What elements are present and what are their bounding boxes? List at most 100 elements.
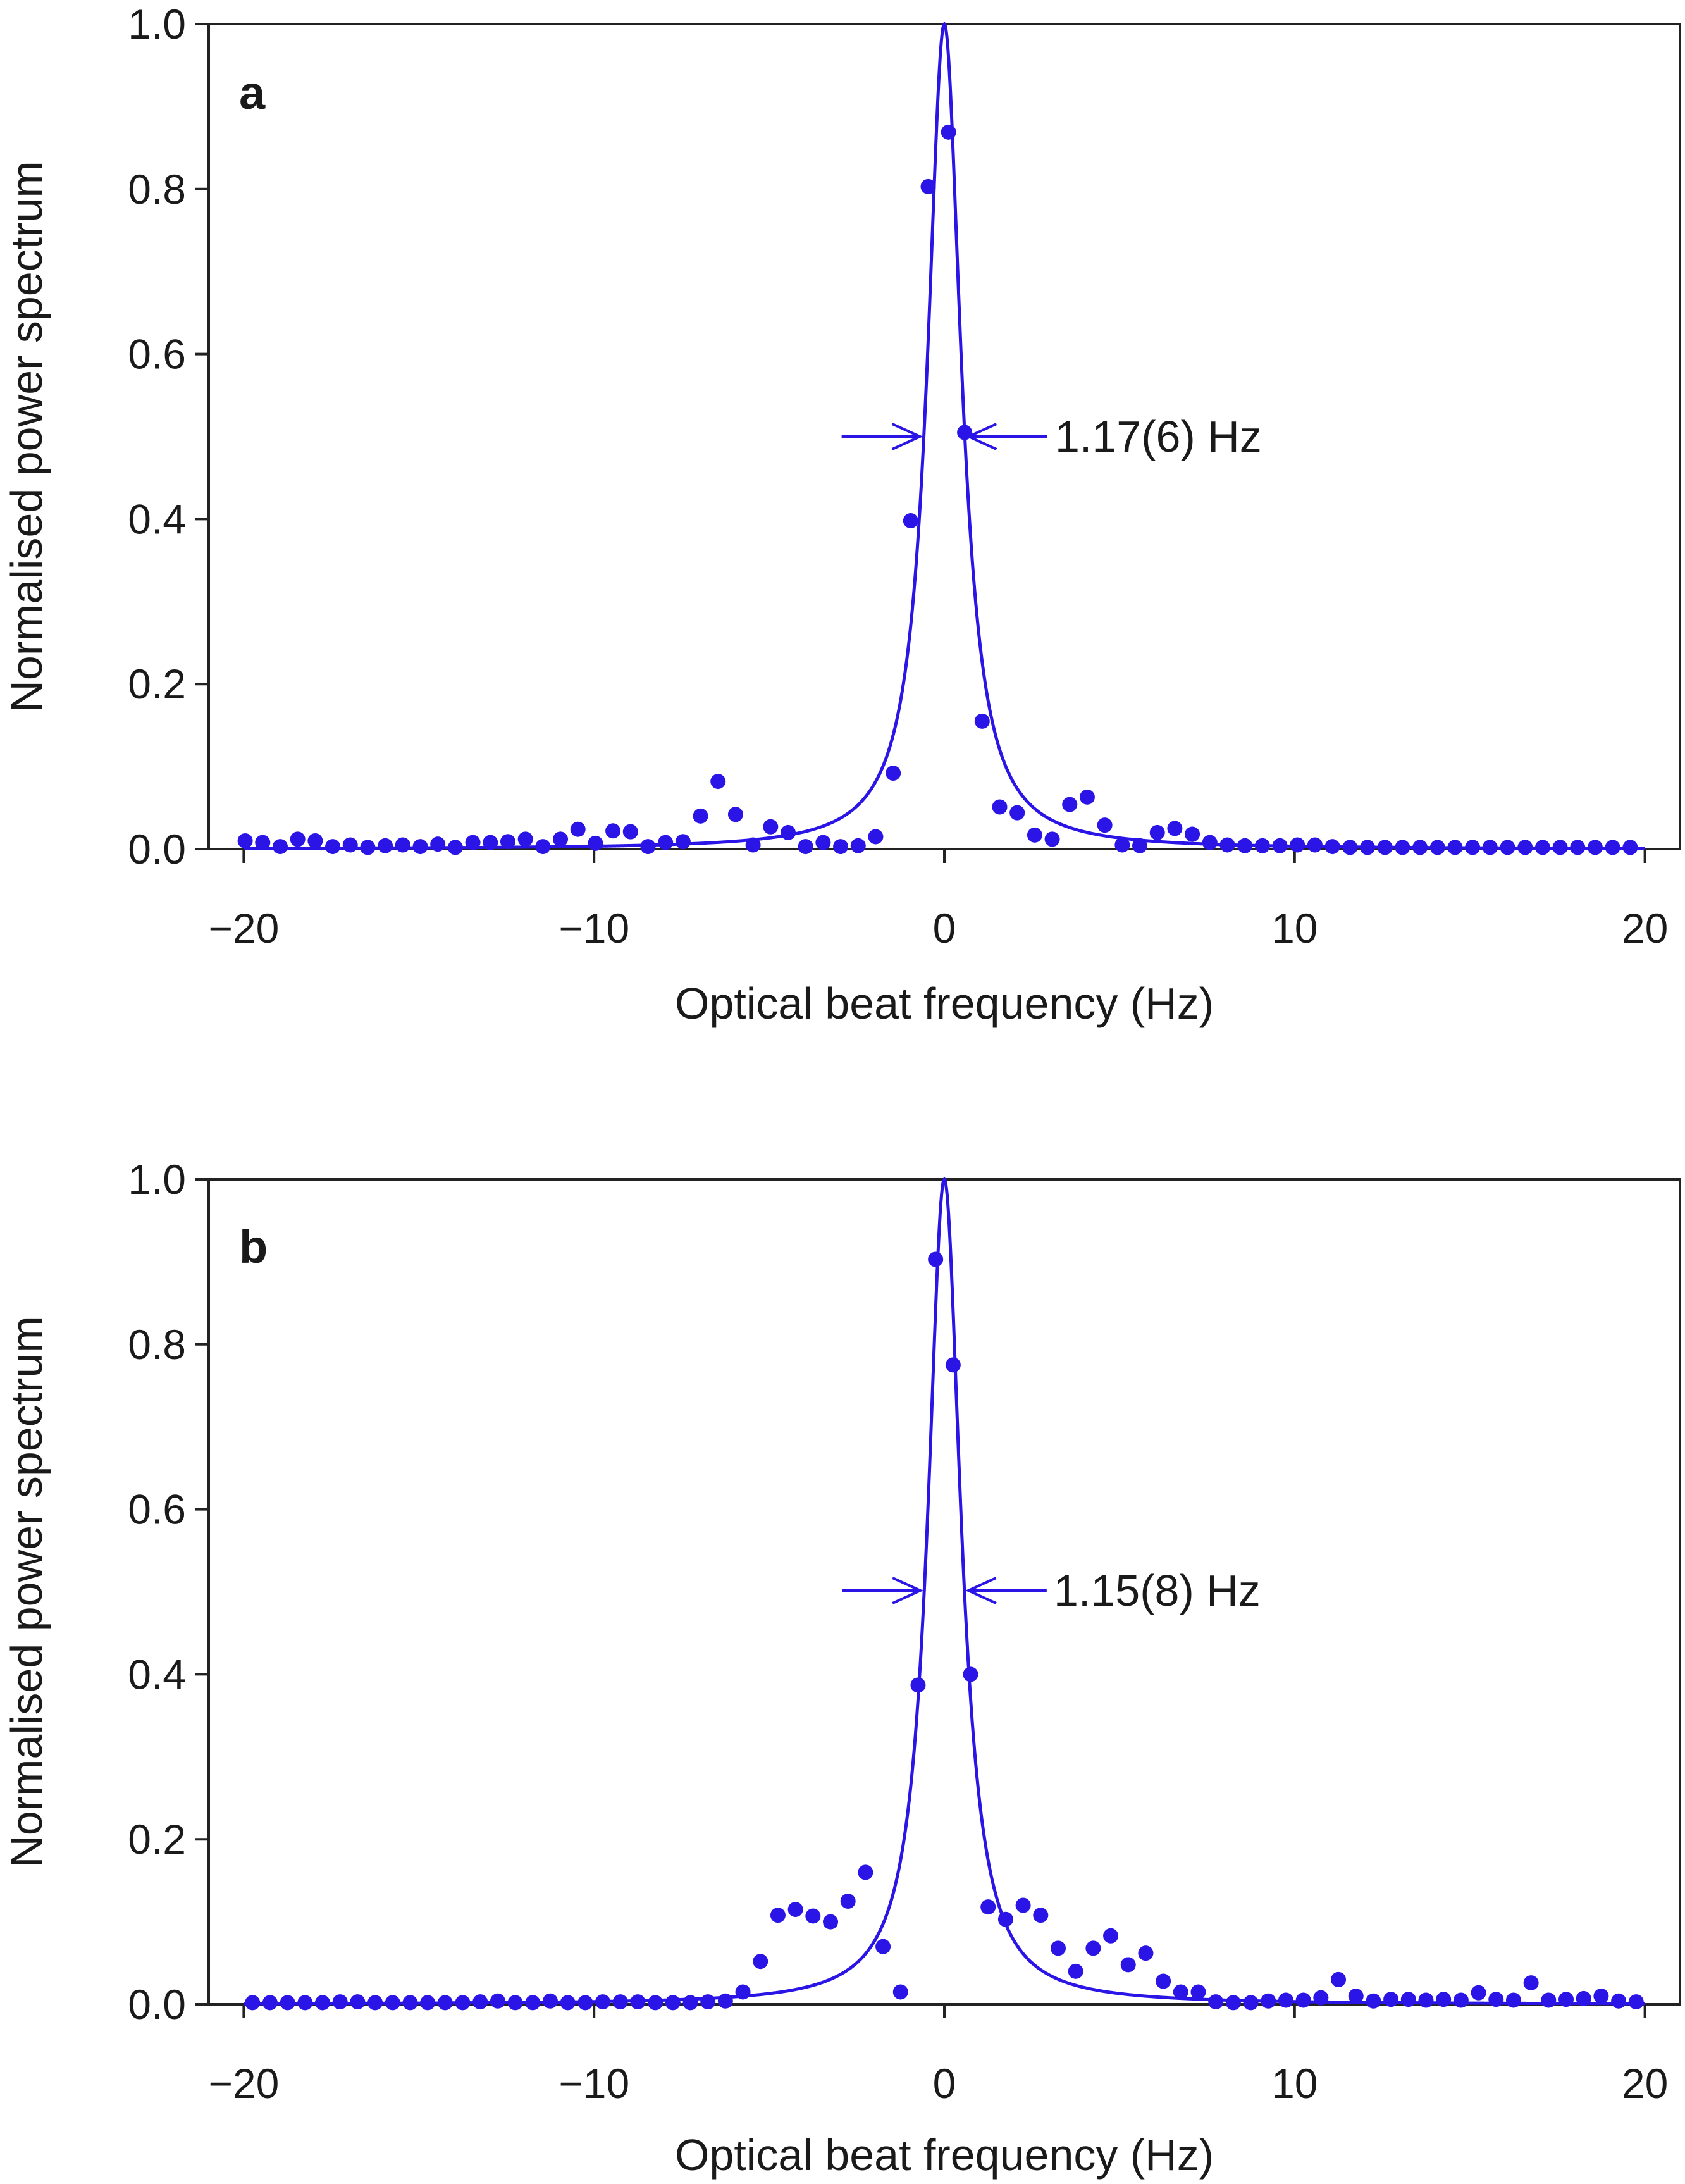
data-point: [1552, 840, 1568, 855]
y-tick-label: 1.0: [128, 1156, 186, 1203]
y-tick-label: 0.6: [128, 331, 186, 378]
data-point: [1085, 1940, 1101, 1956]
data-point: [245, 1995, 261, 2011]
data-point: [1436, 1992, 1452, 2007]
data-point: [1500, 840, 1515, 855]
data-point: [787, 1902, 803, 1918]
x-axis-label: Optical beat frequency (Hz): [675, 2130, 1214, 2180]
data-point: [622, 824, 638, 840]
data-point: [648, 1995, 664, 2011]
data-point: [1272, 838, 1288, 853]
data-point: [1132, 838, 1148, 853]
arrow-left-head: [892, 1577, 923, 1604]
data-point: [605, 823, 621, 839]
x-axis-label: Optical beat frequency (Hz): [675, 979, 1214, 1028]
data-point: [1429, 840, 1445, 855]
data-point: [1050, 1940, 1066, 1956]
data-point: [262, 1995, 278, 2011]
data-point: [378, 838, 393, 853]
x-tick-label: 20: [1622, 905, 1668, 952]
arrow-right-head: [965, 1577, 997, 1604]
data-point: [1418, 1992, 1434, 2008]
data-point: [1290, 837, 1305, 853]
data-point: [753, 1954, 768, 1970]
data-point: [1033, 1908, 1049, 1923]
data-point: [588, 835, 603, 851]
data-point: [1062, 797, 1078, 812]
x-tick-label: −20: [208, 905, 279, 952]
fwhm-arrows: [841, 423, 1047, 450]
chart-panel-a: a Optical beat frequency (Hz) Normalised…: [2, 1, 1681, 1028]
data-point: [850, 838, 866, 853]
data-point: [1342, 840, 1358, 855]
data-point: [1261, 1993, 1276, 2009]
data-point: [385, 1995, 400, 2011]
y-tick-label: 0.2: [128, 661, 186, 707]
data-point: [1324, 839, 1340, 855]
data-point: [1190, 1984, 1206, 2000]
data-point: [1517, 840, 1533, 855]
data-point: [1383, 1992, 1399, 2007]
data-point: [1622, 840, 1638, 855]
y-tick-label: 0.4: [128, 495, 186, 542]
y-axis-label: Normalised power spectrum: [2, 161, 51, 712]
data-point: [517, 831, 533, 847]
data-point: [507, 1995, 523, 2011]
data-point: [815, 835, 831, 850]
data-point: [823, 1914, 839, 1930]
data-point: [1015, 1897, 1031, 1913]
data-point: [1009, 805, 1025, 821]
data-point: [640, 839, 656, 855]
data-point: [1576, 1990, 1591, 2006]
y-tick-label: 0.8: [128, 166, 186, 213]
data-point: [420, 1995, 436, 2011]
data-point: [833, 839, 849, 855]
data-point: [941, 124, 956, 140]
data-point: [325, 839, 341, 855]
data-point: [920, 178, 936, 194]
data-point: [910, 1677, 926, 1693]
data-point: [1505, 1992, 1521, 2008]
data-point: [1587, 840, 1603, 855]
x-tick-label: −20: [208, 2060, 279, 2107]
data-point: [314, 1995, 330, 2011]
data-point: [1173, 1984, 1188, 2000]
data-point: [525, 1995, 541, 2011]
data-point: [437, 1995, 453, 2011]
data-point: [763, 819, 779, 835]
panel-label: b: [239, 1220, 268, 1273]
data-point: [974, 713, 990, 729]
data-point: [693, 808, 708, 824]
data-point: [577, 1995, 593, 2011]
data-point: [472, 1994, 488, 2010]
data-point: [1254, 838, 1270, 853]
data-point: [560, 1995, 576, 2011]
data-point: [1593, 1988, 1609, 2004]
data-point: [1611, 1993, 1627, 2009]
y-tick-label: 1.0: [128, 1, 186, 47]
data-point: [553, 831, 569, 847]
data-point: [255, 835, 271, 850]
data-point: [542, 1993, 558, 2009]
x-tick-label: −10: [559, 905, 629, 952]
panel-label: a: [239, 66, 266, 119]
arrow-left-head: [891, 423, 923, 450]
data-point: [1219, 837, 1235, 853]
arrow-right-head: [965, 423, 997, 450]
data-point: [992, 799, 1008, 815]
data-point: [903, 513, 918, 529]
data-point: [280, 1995, 295, 2011]
x-tick-label: 0: [933, 905, 956, 952]
data-point: [1605, 840, 1620, 855]
data-point: [1360, 840, 1376, 855]
data-point: [570, 821, 586, 837]
data-point: [1202, 835, 1218, 850]
data-point: [710, 774, 726, 790]
data-point: [1412, 840, 1428, 855]
data-point: [430, 836, 446, 852]
linewidth-annotation: 1.15(8) Hz: [1054, 1566, 1261, 1615]
data-point: [535, 839, 551, 855]
data-point: [700, 1994, 716, 2010]
data-point: [1278, 1992, 1293, 2008]
data-point: [402, 1995, 418, 2011]
